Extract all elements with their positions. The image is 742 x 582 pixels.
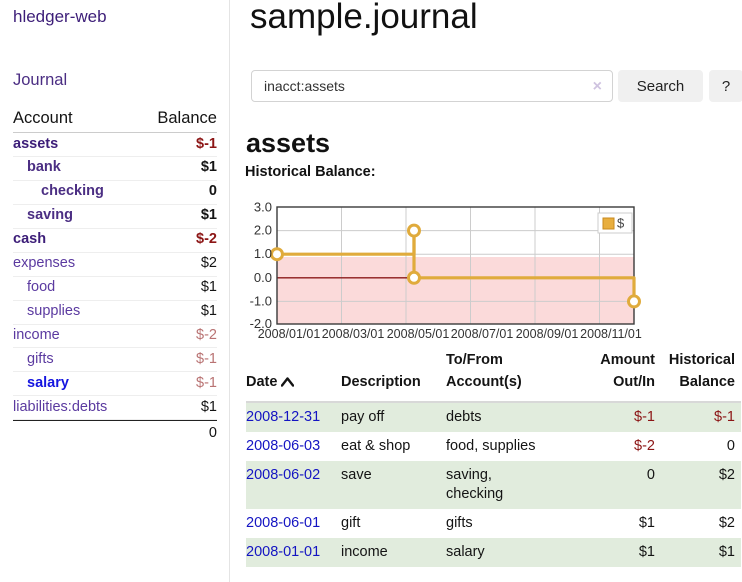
svg-text:2.0: 2.0: [254, 223, 272, 238]
svg-text:$: $: [617, 216, 625, 231]
svg-text:0.0: 0.0: [254, 270, 272, 285]
svg-text:2008/11/01: 2008/11/01: [580, 327, 642, 341]
svg-text:3.0: 3.0: [254, 200, 272, 215]
svg-text:1.0: 1.0: [254, 246, 272, 261]
svg-text:2008/07/01: 2008/07/01: [451, 327, 514, 341]
svg-text:2008/05/01: 2008/05/01: [387, 327, 450, 341]
svg-text:2008/03/01: 2008/03/01: [322, 327, 385, 341]
svg-text:-1.0: -1.0: [250, 293, 272, 308]
svg-text:2008/01/01: 2008/01/01: [258, 327, 321, 341]
svg-text:2008/09/01: 2008/09/01: [516, 327, 579, 341]
